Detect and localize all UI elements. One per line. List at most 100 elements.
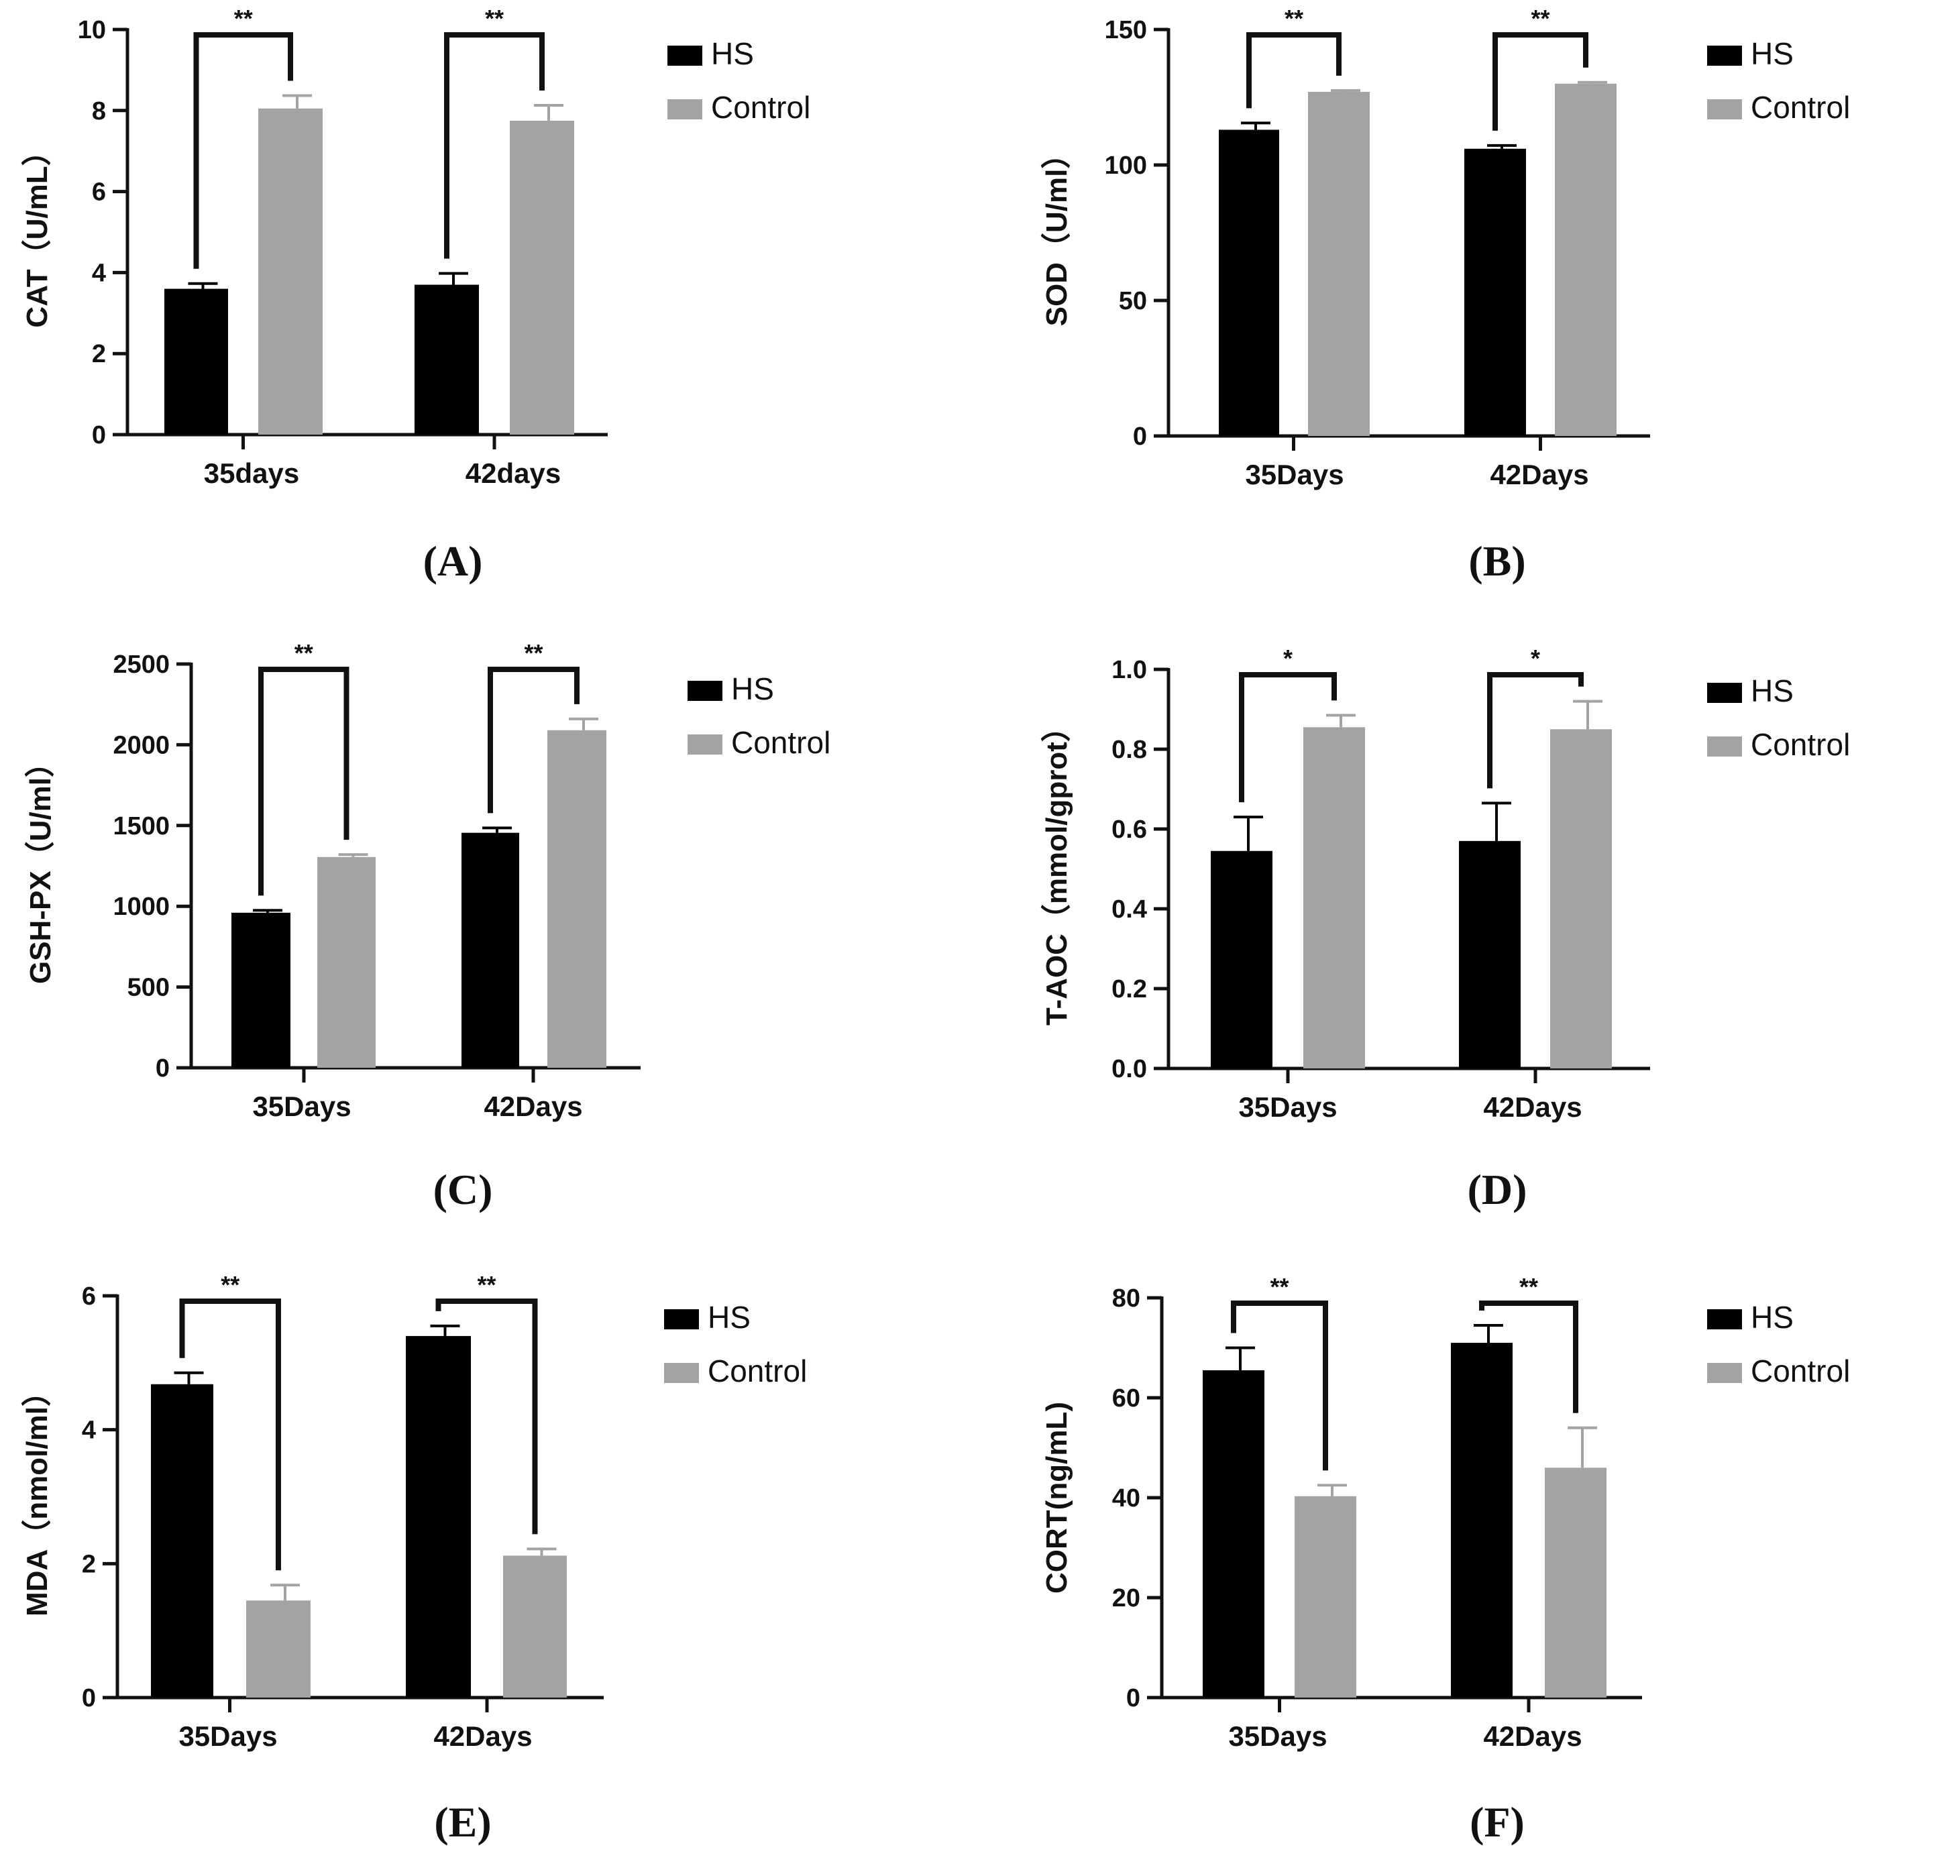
significance-bracket bbox=[258, 667, 349, 896]
y-axis-label: T-AOC（mmol/gprot） bbox=[1040, 712, 1073, 1026]
y-tick-label: 0.4 bbox=[1111, 895, 1147, 924]
significance-bracket bbox=[1487, 672, 1584, 789]
y-axis-label: MDA（nmol/ml） bbox=[21, 1377, 54, 1616]
chart-panel-e: 0 2 4 6 MDA（nmol/ml） 35Days ** 42Days ** HS Contro… bbox=[21, 1271, 807, 1846]
x-tick-label: 42Days bbox=[1483, 1091, 1582, 1123]
y-tick-label: 1500 bbox=[113, 812, 170, 840]
y-tick-label: 2500 bbox=[113, 651, 170, 679]
significance-label: ** bbox=[485, 5, 504, 32]
y-tick-label: 40 bbox=[1112, 1484, 1140, 1512]
significance-label: * bbox=[1283, 645, 1293, 672]
bar-control-42days bbox=[510, 120, 574, 435]
bar-hs-35days bbox=[151, 1384, 213, 1698]
panel-label: (C) bbox=[433, 1166, 493, 1213]
y-tick-label: 0 bbox=[1133, 423, 1147, 451]
y-tick-label: 0 bbox=[1126, 1684, 1140, 1712]
chart-panel-a: 0 2 4 6 8 10 CAT（U/mL） 35days ** 42days ** HS Contro… bbox=[21, 5, 810, 585]
y-tick-label: 0 bbox=[156, 1054, 170, 1083]
significance-label: ** bbox=[477, 1271, 496, 1299]
y-tick-label: 0 bbox=[92, 421, 106, 449]
significance-label: ** bbox=[524, 639, 543, 667]
y-tick-label: 100 bbox=[1105, 152, 1147, 180]
legend-label-hs: HS bbox=[1751, 673, 1794, 708]
x-tick-label: 42Days bbox=[1490, 459, 1588, 490]
legend-swatch-control bbox=[1707, 736, 1742, 757]
legend-label-hs: HS bbox=[711, 36, 754, 71]
y-tick-label: 0.8 bbox=[1111, 736, 1147, 764]
significance-bracket bbox=[488, 667, 580, 814]
legend-swatch-control bbox=[688, 734, 722, 755]
significance-bracket bbox=[1479, 1301, 1578, 1413]
y-tick-label: 2 bbox=[92, 340, 106, 368]
significance-label: ** bbox=[221, 1271, 239, 1299]
x-tick-label: 35Days bbox=[1238, 1091, 1337, 1123]
bar-hs-42days bbox=[1451, 1343, 1513, 1698]
legend-label-hs: HS bbox=[708, 1300, 751, 1335]
bar-control-42days bbox=[547, 730, 606, 1068]
bar-control-42days bbox=[1545, 1468, 1607, 1698]
significance-bracket bbox=[1246, 32, 1342, 109]
y-tick-label: 20 bbox=[1112, 1584, 1140, 1612]
bar-hs-42days bbox=[1459, 840, 1521, 1068]
y-tick-label: 4 bbox=[92, 259, 106, 287]
chart-panel-b: 0 50 100 150 SOD（U/ml） 35Days ** 42Days ** HS Cont… bbox=[1040, 5, 1850, 585]
y-tick-label: 6 bbox=[82, 1282, 96, 1311]
legend-swatch-hs bbox=[1707, 683, 1742, 703]
legend-label-hs: HS bbox=[1751, 36, 1794, 71]
bar-control-42days bbox=[1550, 729, 1612, 1068]
y-tick-label: 0 bbox=[82, 1684, 96, 1712]
x-tick-label: 35Days bbox=[1245, 459, 1344, 490]
bar-control-35days bbox=[1303, 727, 1365, 1068]
legend-swatch-hs bbox=[664, 1309, 699, 1329]
y-tick-label: 4 bbox=[82, 1417, 96, 1445]
chart-panel-f: 0 20 40 60 80 CORT(ng/mL) 35Days ** 42Days ** HS Co… bbox=[1040, 1273, 1850, 1846]
y-tick-label: 6 bbox=[92, 178, 106, 207]
bar-control-35days bbox=[317, 857, 376, 1068]
legend-swatch-control bbox=[1707, 1363, 1742, 1383]
legend-swatch-control bbox=[664, 1363, 699, 1383]
legend-label-hs: HS bbox=[1751, 1300, 1794, 1335]
significance-bracket bbox=[435, 1299, 538, 1535]
significance-label: ** bbox=[234, 5, 253, 32]
significance-label: ** bbox=[1531, 5, 1549, 32]
legend-swatch-hs bbox=[1707, 1309, 1742, 1329]
y-tick-label: 10 bbox=[78, 16, 106, 44]
bar-hs-35days bbox=[1219, 129, 1279, 437]
y-axis-label: GSH-PX（U/ml） bbox=[24, 748, 57, 984]
legend-label-control: Control bbox=[1751, 1354, 1850, 1388]
significance-bracket bbox=[444, 32, 545, 259]
significance-label: ** bbox=[294, 639, 313, 667]
y-tick-label: 8 bbox=[92, 97, 106, 125]
bar-hs-42days bbox=[461, 832, 519, 1068]
bar-hs-42days bbox=[406, 1335, 471, 1698]
legend-swatch-hs bbox=[688, 681, 722, 701]
bar-hs-35days bbox=[164, 288, 228, 435]
significance-label: ** bbox=[1519, 1273, 1538, 1301]
bar-hs-35days bbox=[1211, 850, 1272, 1068]
bar-control-35days bbox=[1295, 1496, 1356, 1698]
y-tick-label: 60 bbox=[1112, 1384, 1140, 1413]
chart-panel-c: 0 500 1000 1500 2000 2500 GSH-PX（U/ml） 35Days **… bbox=[24, 639, 830, 1213]
x-tick-label: 42Days bbox=[1483, 1720, 1582, 1752]
y-axis-label: CORT(ng/mL) bbox=[1040, 1402, 1073, 1594]
bar-hs-35days bbox=[1203, 1370, 1264, 1698]
y-tick-label: 0.2 bbox=[1111, 975, 1147, 1003]
y-tick-label: 1000 bbox=[113, 893, 170, 921]
legend-label-control: Control bbox=[708, 1354, 807, 1388]
legend-swatch-hs bbox=[1707, 46, 1742, 66]
legend-swatch-control bbox=[1707, 99, 1742, 119]
bar-control-42days bbox=[503, 1555, 567, 1698]
legend-label-hs: HS bbox=[731, 671, 774, 706]
bar-control-35days bbox=[258, 108, 323, 435]
bar-hs-42days bbox=[415, 284, 479, 435]
significance-bracket bbox=[1231, 1301, 1328, 1471]
y-tick-label: 0.6 bbox=[1111, 816, 1147, 844]
legend-label-control: Control bbox=[1751, 90, 1850, 125]
panel-label: (A) bbox=[423, 537, 483, 585]
panel-label: (D) bbox=[1468, 1166, 1527, 1213]
chart-panel-d: 0.0 0.2 0.4 0.6 0.8 1.0 T-AOC（mmol/gprot） 35Day… bbox=[1040, 645, 1850, 1213]
y-tick-label: 80 bbox=[1112, 1284, 1140, 1313]
bar-control-35days bbox=[246, 1600, 311, 1698]
significance-label: * bbox=[1531, 645, 1540, 672]
